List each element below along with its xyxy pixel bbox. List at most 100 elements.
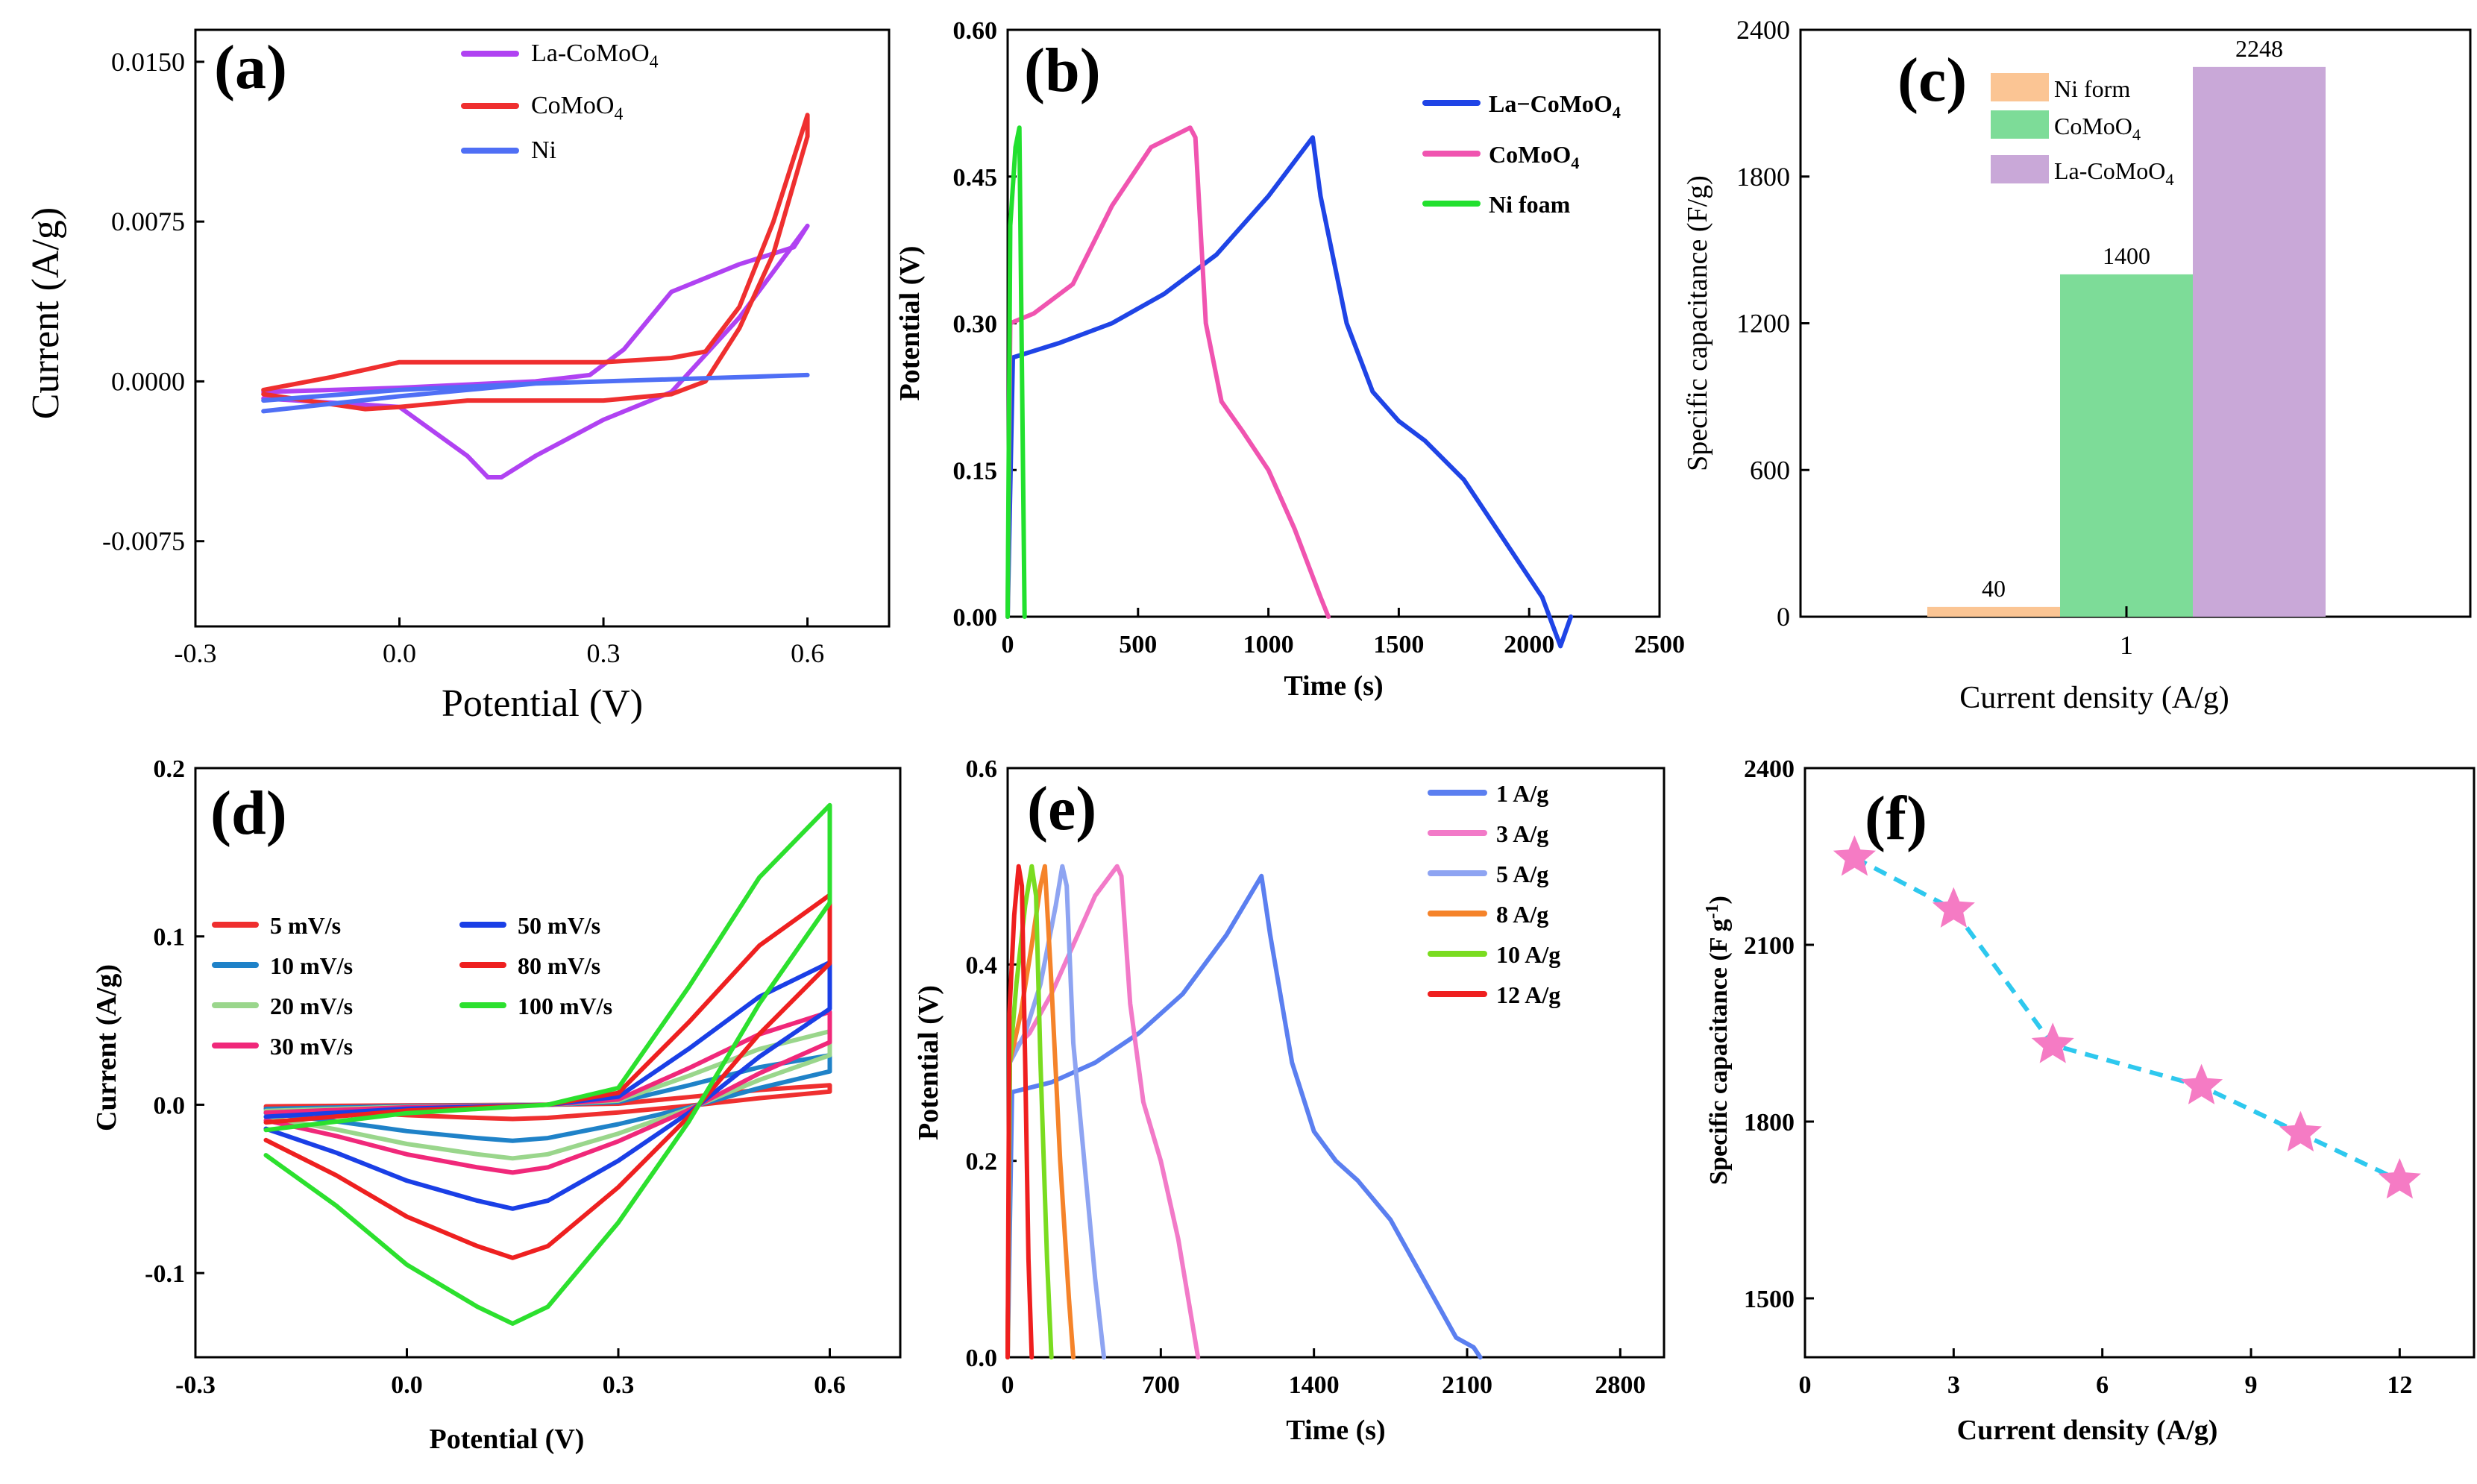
x-tick-label-b: 1500 [1373, 631, 1424, 658]
x-tick-label-f: 6 [2096, 1371, 2109, 1399]
x-axis-title-f: Current density (A/g) [1957, 1415, 2218, 1446]
panel-label-f: (f) [1865, 784, 1927, 853]
x-axis-title-a: Potential (V) [442, 682, 643, 725]
legend-label-CoMoO4: CoMoO4 [531, 92, 623, 124]
data-point-star [2180, 1063, 2223, 1104]
x-tick-label-e: 2800 [1595, 1371, 1645, 1399]
x-tick-label-e: 0 [1002, 1371, 1014, 1399]
y-tick-label-b: 0.45 [953, 164, 998, 192]
gcd-curve-La-CoMoO4 [1005, 135, 1574, 649]
plot-frame-e [1006, 767, 1666, 1359]
gcd-curve-5 A/g [1005, 864, 1107, 1359]
legend-label-CoMoO4: CoMoO4 [2054, 113, 2141, 144]
x-tick-label-e: 2100 [1442, 1371, 1492, 1399]
x-axis-title-b: Time (s) [1284, 670, 1383, 702]
cv-curve-CoMoO4 [261, 113, 810, 412]
bar-Ni form [1927, 606, 2060, 617]
panel-label-a: (a) [214, 33, 287, 102]
cv-curve-100 mV/s [263, 802, 832, 1326]
legend-label-1 A/g: 1 A/g [1496, 780, 1548, 807]
x-tick-label-d: 0.6 [814, 1371, 846, 1399]
y-tick-label-b: 0.30 [953, 311, 998, 339]
bar-La-CoMoO4 [2193, 66, 2326, 617]
gcd-curve-Ni foam [1005, 125, 1027, 619]
y-tick-label-a: 0.0150 [111, 47, 185, 77]
legend-label-10 mV/s: 10 mV/s [270, 952, 353, 979]
data-point-star [2031, 1022, 2074, 1063]
y-axis-title-e: Potential (V) [913, 985, 944, 1140]
plot-frame-a [194, 28, 891, 628]
data-point-star [2378, 1158, 2421, 1199]
y-tick-label-a: -0.0075 [102, 526, 185, 556]
gcd-curve-CoMoO4 [1005, 125, 1331, 619]
y-tick-label-e: 0.4 [966, 952, 998, 979]
y-tick-label-c: 1800 [1736, 162, 1790, 192]
y-axis-title-f: Specific capacitance (F g-1) [1703, 896, 1733, 1185]
legend-swatch [1991, 155, 2049, 183]
y-tick-label-c: 600 [1750, 455, 1790, 485]
x-tick-label-d: 0.3 [603, 1371, 635, 1399]
gcd-curve-3 A/g [1005, 864, 1201, 1359]
legend-label-30 mV/s: 30 mV/s [270, 1033, 353, 1060]
cv-curve-80 mV/s [263, 893, 832, 1260]
legend-label-20 mV/s: 20 mV/s [270, 993, 353, 1019]
legend-label-CoMoO4: CoMoO4 [1489, 141, 1579, 172]
y-tick-label-d: 0.0 [154, 1092, 186, 1119]
legend-label-80 mV/s: 80 mV/s [518, 952, 600, 979]
data-point-star [2279, 1110, 2322, 1152]
x-tick-label-d: 0.0 [391, 1371, 423, 1399]
y-tick-label-c: 2400 [1736, 15, 1790, 45]
legend-label-8 A/g: 8 A/g [1496, 901, 1548, 928]
y-tick-label-f: 1800 [1744, 1109, 1795, 1136]
legend-label-5 mV/s: 5 mV/s [270, 912, 341, 939]
capacitance-line [1853, 855, 2401, 1183]
legend-label-La-CoMoO4: La−CoMoO4 [1489, 90, 1621, 122]
bar-CoMoO4 [2060, 274, 2193, 617]
gcd-curve-12 A/g [1005, 864, 1035, 1359]
legend-label-La-CoMoO4: La-CoMoO4 [2054, 157, 2174, 189]
y-tick-label-e: 0.2 [966, 1148, 998, 1176]
gcd-curve-8 A/g [1005, 864, 1076, 1359]
plot-frame-b [1006, 28, 1661, 618]
x-tick-label-b: 500 [1119, 631, 1157, 658]
bar-value-label: 1400 [2103, 242, 2150, 269]
y-tick-label-d: 0.2 [154, 755, 186, 783]
cv-curve-La-CoMoO4 [261, 223, 810, 480]
x-tick-label-b: 1000 [1243, 631, 1294, 658]
panel-label-b: (b) [1024, 36, 1101, 105]
legend-label-5 A/g: 5 A/g [1496, 861, 1548, 887]
legend-label-Ni form: Ni form [2054, 75, 2130, 102]
legend-label-Ni: Ni [531, 136, 556, 164]
panel-label-d: (d) [210, 779, 287, 848]
x-tick-label-f: 9 [2245, 1371, 2258, 1399]
x-tick-label-e: 1400 [1289, 1371, 1340, 1399]
y-axis-title-d: Current (A/g) [91, 964, 122, 1131]
plot-frame-d [194, 767, 902, 1359]
x-tick-label-f: 3 [1947, 1371, 1960, 1399]
x-tick-label-e: 700 [1142, 1371, 1180, 1399]
plot-frame-f [1803, 767, 2476, 1359]
y-tick-label-c: 0 [1777, 602, 1790, 632]
y-tick-label-d: 0.1 [154, 924, 186, 952]
x-tick-label-a: 0.3 [587, 638, 621, 668]
x-tick-label-c: 1 [2120, 630, 2133, 660]
x-axis-title-e: Time (s) [1286, 1415, 1385, 1446]
panel-label-c: (c) [1897, 45, 1967, 115]
x-tick-label-b: 2500 [1634, 631, 1685, 658]
legend-label-50 mV/s: 50 mV/s [518, 912, 600, 939]
data-point-star [1932, 887, 1975, 928]
legend-swatch [1991, 110, 2049, 139]
y-tick-label-f: 2400 [1744, 755, 1795, 783]
x-tick-label-a: 0.6 [791, 638, 824, 668]
y-axis-title-a: Current (A/g) [25, 207, 67, 419]
cv-curve-50 mV/s [263, 960, 832, 1211]
x-tick-label-b: 0 [1002, 631, 1014, 658]
y-tick-label-b: 0.60 [953, 17, 998, 45]
data-point-star [1833, 835, 1876, 876]
y-tick-label-c: 1200 [1736, 309, 1790, 339]
y-tick-label-e: 0.0 [966, 1345, 998, 1372]
gcd-curve-10 A/g [1005, 864, 1054, 1359]
panel-label-e: (e) [1027, 774, 1096, 843]
x-axis-title-d: Potential (V) [430, 1424, 585, 1455]
